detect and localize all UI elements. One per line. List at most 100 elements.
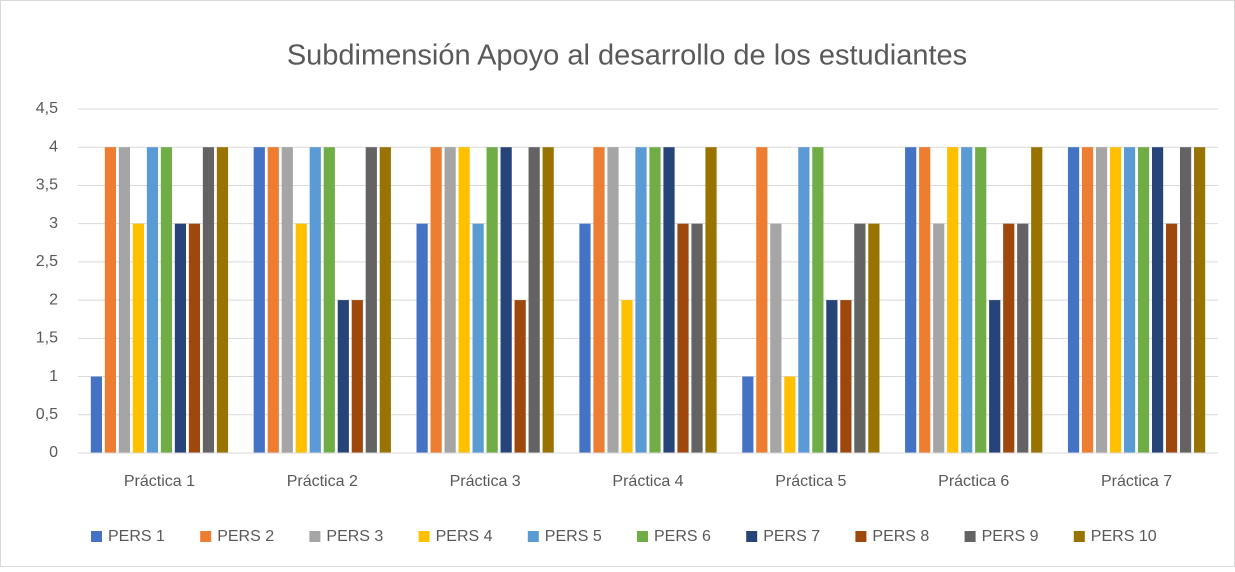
legend-swatch: [1073, 531, 1085, 542]
bar: [295, 223, 307, 453]
x-tick-label: Práctica 4: [612, 473, 683, 490]
bar: [351, 300, 363, 453]
bar: [975, 147, 987, 453]
y-tick-label: 3,5: [36, 177, 58, 194]
bar: [365, 147, 377, 453]
bar: [621, 300, 633, 453]
bar: [1193, 147, 1206, 453]
bar: [1081, 147, 1094, 453]
legend-swatch: [200, 531, 212, 542]
bar: [188, 223, 201, 453]
bar: [579, 223, 591, 453]
bar: [1123, 147, 1136, 453]
bar: [458, 147, 470, 453]
legend-label: PERS 10: [1091, 528, 1157, 545]
y-tick-label: 4,5: [36, 100, 58, 117]
bar: [1179, 147, 1192, 453]
bar: [160, 147, 173, 453]
bar: [635, 147, 647, 453]
bar: [770, 223, 782, 453]
bar: [132, 223, 145, 453]
bar: [663, 147, 675, 453]
bar: [593, 147, 605, 453]
legend-swatch: [309, 531, 321, 542]
bar: [649, 147, 661, 453]
bar: [756, 147, 768, 453]
bar: [1165, 223, 1178, 453]
x-tick-label: Práctica 5: [775, 473, 846, 490]
bar: [309, 147, 321, 453]
legend-label: PERS 3: [326, 528, 383, 545]
bar: [500, 147, 512, 453]
y-tick-label: 0: [49, 444, 58, 461]
bar: [528, 147, 540, 453]
bar: [1017, 223, 1029, 453]
bar: [1137, 147, 1150, 453]
bar: [840, 300, 852, 453]
x-tick-label: Práctica 2: [287, 473, 358, 490]
y-tick-label: 2,5: [36, 253, 58, 270]
x-tick-label: Práctica 7: [1101, 473, 1172, 490]
bar: [90, 376, 103, 453]
legend-swatch: [964, 531, 976, 542]
y-tick-label: 2: [49, 291, 58, 308]
bar: [379, 147, 391, 453]
bar: [444, 147, 456, 453]
bar: [323, 147, 335, 453]
legend-swatch: [527, 531, 539, 542]
y-tick-label: 0,5: [36, 406, 58, 423]
bar: [742, 376, 754, 453]
bar: [416, 223, 428, 453]
legend-label: PERS 7: [763, 528, 820, 545]
bar: [784, 376, 796, 453]
bar: [691, 223, 703, 453]
chart-title: Subdimensión Apoyo al desarrollo de los …: [287, 40, 967, 72]
x-tick-label: Práctica 3: [450, 473, 521, 490]
legend-label: PERS 8: [872, 528, 929, 545]
bar: [1151, 147, 1164, 453]
bar: [1067, 147, 1080, 453]
bar: [1003, 223, 1015, 453]
bar: [104, 147, 117, 453]
bar: [118, 147, 131, 453]
bar: [961, 147, 973, 453]
legend-label: PERS 2: [217, 528, 274, 545]
legend-swatch: [91, 531, 102, 542]
legend-swatch: [746, 531, 758, 542]
y-tick-label: 1: [49, 368, 58, 385]
legend-label: PERS 1: [108, 528, 165, 545]
y-tick-label: 4: [49, 138, 58, 155]
bar: [868, 223, 880, 453]
bar: [705, 147, 717, 453]
bar: [202, 147, 215, 453]
bar: [919, 147, 931, 453]
bar: [905, 147, 917, 453]
bar: [1031, 147, 1043, 453]
legend-label: PERS 4: [436, 528, 493, 545]
bar: [607, 147, 619, 453]
bar: [812, 147, 824, 453]
bar: [267, 147, 279, 453]
legend-label: PERS 6: [654, 528, 711, 545]
y-tick-label: 3: [49, 215, 58, 232]
legend-label: PERS 5: [545, 528, 602, 545]
bar: [253, 147, 265, 453]
bar: [542, 147, 554, 453]
bar: [146, 147, 159, 453]
legend-swatch: [855, 531, 867, 542]
legend-label: PERS 9: [982, 528, 1039, 545]
legend-swatch: [637, 531, 648, 542]
bar: [472, 223, 484, 453]
bar: [281, 147, 293, 453]
legend-swatch: [418, 531, 430, 542]
bar: [826, 300, 838, 453]
x-tick-label: Práctica 1: [124, 473, 195, 490]
x-tick-label: Práctica 6: [938, 473, 1009, 490]
bar: [1095, 147, 1108, 453]
bar: [947, 147, 959, 453]
bar: [854, 223, 866, 453]
bar: [989, 300, 1001, 453]
y-tick-label: 1,5: [36, 330, 58, 347]
bar: [677, 223, 689, 453]
